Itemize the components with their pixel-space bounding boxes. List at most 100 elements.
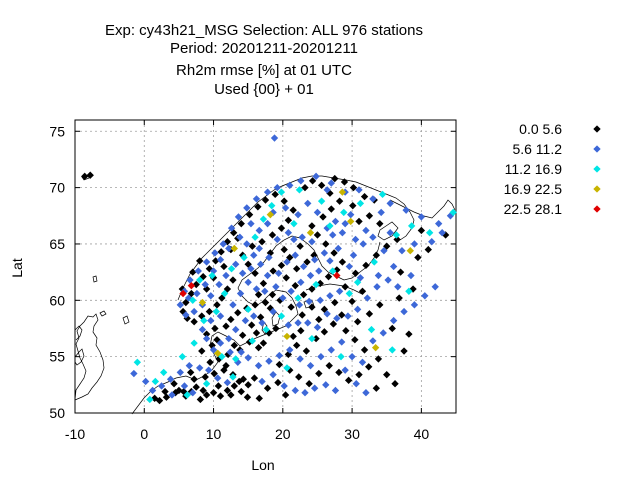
station-marker [369, 337, 377, 345]
station-marker [315, 267, 323, 275]
station-marker [294, 319, 302, 327]
station-marker [201, 373, 209, 381]
station-marker [192, 383, 200, 391]
station-marker [296, 242, 304, 250]
x-axis-title: Lon [251, 457, 274, 473]
station-marker [407, 222, 416, 230]
station-marker [301, 389, 309, 397]
station-marker [201, 280, 209, 289]
station-marker [243, 393, 252, 401]
station-marker [359, 240, 367, 248]
station-marker [376, 301, 384, 309]
station-marker [292, 265, 301, 273]
station-marker [202, 380, 211, 388]
station-marker [81, 172, 89, 181]
station-marker [265, 357, 273, 365]
station-marker [338, 311, 346, 319]
station-marker [220, 262, 228, 271]
station-marker [290, 219, 298, 228]
station-marker [305, 297, 313, 306]
station-marker [395, 294, 403, 302]
station-marker [274, 378, 282, 387]
station-marker [344, 312, 352, 320]
station-marker [283, 332, 291, 341]
station-marker [372, 251, 381, 259]
station-marker [333, 314, 341, 323]
coast-ireland [74, 348, 85, 366]
station-marker [338, 258, 347, 266]
station-marker [351, 235, 360, 244]
station-marker [435, 219, 443, 228]
station-marker [326, 222, 334, 230]
station-marker [213, 301, 221, 309]
station-marker [235, 377, 243, 386]
station-marker [198, 347, 206, 355]
axis-ticks: -10 0 10 20 30 40 50 55 60 65 70 75 [49, 120, 456, 442]
station-marker [259, 215, 268, 223]
station-marker [212, 307, 220, 316]
station-marker [316, 296, 324, 304]
station-marker [283, 364, 291, 372]
station-marker [334, 244, 342, 253]
station-marker [298, 311, 306, 319]
station-marker [196, 395, 205, 404]
y-tick-label: 75 [49, 123, 65, 139]
station-marker [345, 289, 353, 298]
station-marker [305, 380, 313, 388]
station-marker [185, 361, 193, 370]
station-marker [291, 386, 299, 395]
station-marker [338, 338, 346, 346]
station-marker [389, 262, 398, 271]
station-marker [273, 235, 281, 244]
title-line-1: Exp: cy43h21_MSG Selection: ALL 976 stat… [105, 22, 423, 39]
station-marker [303, 258, 311, 266]
station-marker [256, 313, 265, 321]
station-marker [244, 381, 252, 389]
station-marker [365, 310, 374, 318]
station-marker [362, 261, 370, 270]
station-marker [294, 210, 302, 219]
station-marker [325, 361, 333, 370]
station-marker [311, 256, 319, 264]
station-marker [232, 355, 240, 363]
station-marker [355, 186, 363, 194]
station-marker [269, 267, 277, 275]
station-marker [310, 251, 318, 259]
station-marker [410, 301, 419, 309]
station-marker [227, 391, 235, 399]
station-marker [271, 190, 279, 199]
station-marker [207, 316, 215, 325]
station-marker [225, 244, 233, 253]
station-marker [306, 361, 315, 370]
station-marker [340, 208, 348, 217]
station-marker [220, 289, 229, 298]
coast-ireland-west [74, 325, 83, 341]
station-marker [159, 368, 168, 377]
station-marker [370, 258, 378, 266]
station-marker [369, 233, 377, 241]
y-axis-title: Lat [9, 258, 25, 278]
station-marker [227, 315, 235, 324]
station-marker [291, 251, 299, 259]
station-marker [308, 222, 316, 230]
series-group [81, 171, 450, 405]
station-marker [263, 384, 272, 392]
station-marker [262, 325, 270, 334]
x-tick-label: 0 [140, 426, 148, 442]
station-marker [217, 248, 225, 256]
coast-norway [177, 175, 415, 301]
legend-marker [593, 165, 601, 173]
x-tick-label: -10 [65, 426, 85, 442]
station-marker [218, 352, 226, 361]
station-marker [296, 355, 304, 363]
station-marker [211, 257, 220, 265]
station-marker [374, 355, 383, 363]
station-marker [326, 257, 334, 265]
station-marker [331, 217, 340, 226]
station-marker [157, 382, 166, 390]
station-marker [338, 188, 347, 196]
station-marker [299, 262, 308, 271]
station-marker [329, 231, 337, 239]
station-marker [302, 347, 311, 355]
station-marker [335, 197, 344, 205]
